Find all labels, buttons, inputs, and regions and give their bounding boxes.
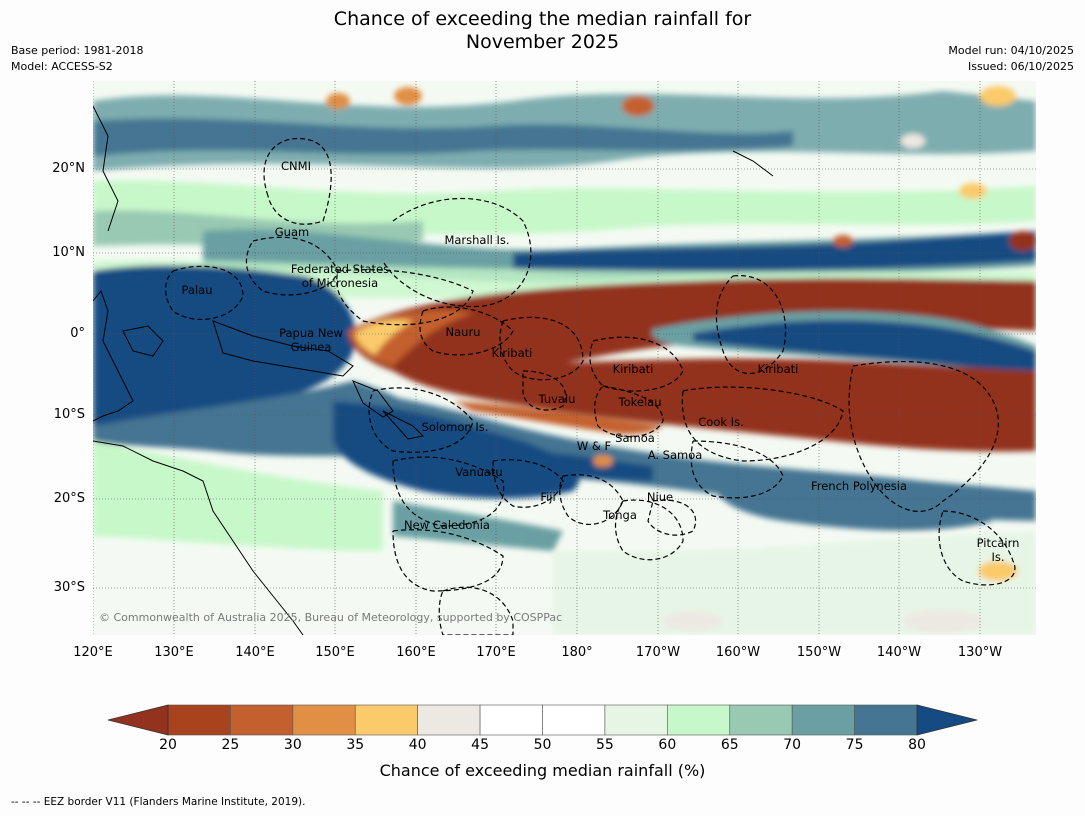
region-label-tokelau: Tokelau [618,395,662,409]
map-gridlines [93,81,1036,635]
rainfall-field [93,86,1036,635]
lon-label-160w: 160°W [715,645,761,660]
map-graphic [93,81,1036,635]
region-label-cnmi: CNMI [281,159,311,173]
chart-title: Chance of exceeding the median rainfall … [0,8,1085,54]
region-label-cook: Cook Is. [698,415,744,429]
colorbar-cell [354,704,418,736]
colorbar-tick-label: 40 [408,737,427,753]
colorbar-cell [854,704,918,736]
lon-label-130e: 130°E [154,645,194,660]
colorbar-tick-label: 20 [159,737,177,753]
colorbar-tick-label: 80 [908,737,926,753]
colorbar-cell [292,704,356,736]
lon-label-170e: 170°E [476,645,516,660]
lon-label-180: 180° [561,645,593,660]
region-label-american-samoa: A. Samoa [647,448,703,462]
region-label-tuvalu: Tuvalu [538,392,576,406]
base-period: Base period: 1981-2018 [11,44,144,57]
lon-label-120e: 120°E [73,645,113,660]
colorbar-label: Chance of exceeding median rainfall (%) [379,761,706,780]
colorbar-tick-label: 30 [283,737,302,753]
colorbar-cell [791,704,855,736]
lon-label-140w: 140°W [876,645,922,660]
colorbar-tick-label: 25 [221,737,240,753]
region-label-fiji: Fiji [540,490,556,504]
lat-label-10s: 10°S [53,407,85,422]
rainfall-map: © Commonwealth of Australia 2025, Bureau… [93,81,1036,635]
eez-borders [164,137,1016,635]
region-label-guam: Guam [274,225,310,239]
colorbar-tick-label: 75 [845,737,864,753]
region-label-new-caledonia: New Caledonia [404,518,490,532]
lon-label-150w: 150°W [796,645,842,660]
region-label-tonga: Tonga [603,508,637,522]
footer-note: -- -- -- EEZ border V11 (Flanders Marine… [11,796,306,808]
colorbar-cell [230,704,294,736]
colorbar [107,704,978,736]
model-run: Model run: 04/10/2025 [948,44,1074,57]
colorbar-tick-label: 50 [533,737,552,753]
region-label-png: Papua New Guinea [279,326,343,354]
colorbar-low-extend [107,704,169,736]
model-name: Model: ACCESS-S2 [11,60,113,73]
lon-label-150e: 150°E [315,645,355,660]
colorbar-cell [667,704,731,736]
colorbar-tick-label: 35 [346,737,365,753]
lat-label-10n: 10°N [52,245,85,260]
coastlines [93,105,774,635]
region-label-niue: Niue [646,490,674,504]
meta-left: Base period: 1981-2018 Model: ACCESS-S2 [11,43,143,75]
region-label-samoa: Samoa [615,431,655,445]
colorbar-tick-label: 55 [595,737,614,753]
region-label-kiribati-1: Kiribati [491,346,533,360]
title-line-1: Chance of exceeding the median rainfall … [333,8,752,30]
meta-right: Model run: 04/10/2025 Issued: 06/10/2025 [948,43,1074,75]
lat-label-0: 0° [70,326,85,341]
region-label-palau: Palau [181,283,213,297]
colorbar-tick-label: 70 [783,737,802,753]
region-label-nauru: Nauru [445,325,481,339]
colorbar-cell [479,704,543,736]
lat-label-30s: 30°S [53,580,85,595]
lon-label-130w: 130°W [957,645,1003,660]
colorbar-cell [542,704,606,736]
colorbar-cell [167,704,231,736]
colorbar-tick-label: 65 [720,737,739,753]
region-label-french-polynesia: French Polynesia [810,479,908,493]
title-line-2: November 2025 [465,31,620,53]
region-label-pitcairn: Pitcairn Is. [976,536,1020,564]
colorbar-high-extend [916,704,978,736]
colorbar-cell [604,704,668,736]
lon-label-170w: 170°W [635,645,681,660]
colorbar-cell [729,704,793,736]
region-label-solomon: Solomon Is. [421,420,489,434]
map-copyright: © Commonwealth of Australia 2025, Bureau… [99,611,563,624]
region-label-kiribati-2: Kiribati [612,362,654,376]
lat-label-20s: 20°S [53,491,85,506]
region-label-fsm: Federated States of Micronesia [290,262,390,290]
region-label-marshall: Marshall Is. [444,233,510,247]
colorbar-tick-label: 60 [658,737,677,753]
lat-label-20n: 20°N [52,161,85,176]
lon-label-160e: 160°E [396,645,436,660]
colorbar-cell [417,704,481,736]
issued-date: Issued: 06/10/2025 [967,60,1074,73]
lon-label-140e: 140°E [235,645,275,660]
region-label-vanuatu: Vanuatu [455,465,503,479]
region-label-wallis-futuna: W & F [576,439,612,453]
colorbar-tick-label: 45 [471,737,489,753]
region-label-kiribati-3: Kiribati [757,362,799,376]
